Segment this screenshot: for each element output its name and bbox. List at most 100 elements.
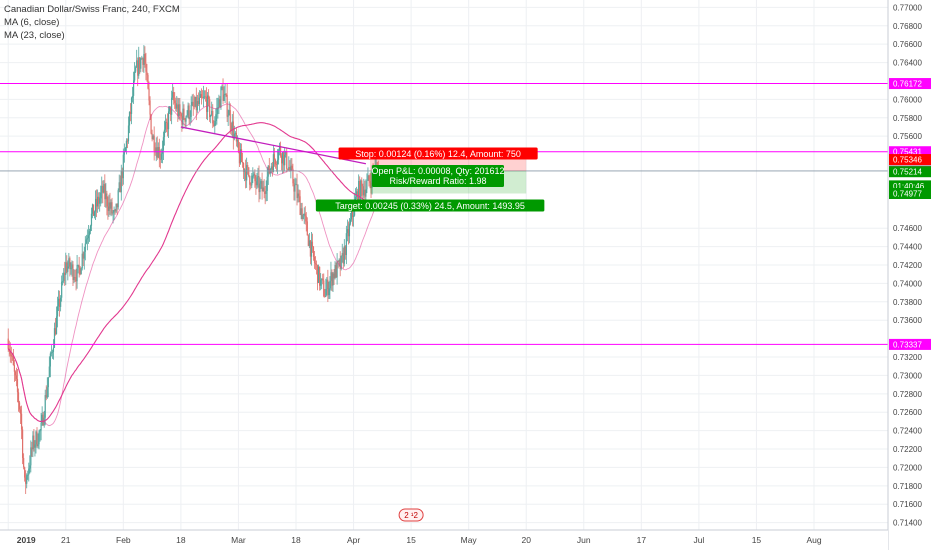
candle-body — [238, 151, 241, 164]
candle-body — [201, 97, 204, 99]
candle-body — [10, 354, 12, 357]
candle — [100, 185, 102, 207]
ma-fast-legend[interactable]: MA (6, close) — [4, 17, 60, 28]
candle — [51, 349, 54, 359]
candle-body — [343, 246, 345, 264]
candle-body — [277, 150, 280, 160]
candle — [289, 160, 291, 172]
candle — [10, 346, 12, 364]
candle-body — [101, 185, 103, 193]
candle — [278, 142, 281, 156]
candle-body — [148, 88, 150, 101]
ma-slow-legend[interactable]: MA (23, close) — [4, 30, 65, 41]
candle-body — [209, 99, 211, 117]
candle-body — [370, 182, 372, 189]
price-tag-label: 01:40:46 — [893, 182, 925, 191]
target-label[interactable]: Target: 0.00245 (0.33%) 24.5, Amount: 14… — [315, 199, 545, 212]
candle — [196, 94, 198, 113]
candle-body — [309, 240, 311, 257]
candle — [369, 173, 371, 189]
candle-body — [145, 63, 147, 72]
candle-body — [286, 151, 288, 169]
candle-body — [45, 395, 47, 398]
time-tick-label: Feb — [116, 535, 131, 545]
candle — [252, 167, 254, 184]
candle — [70, 262, 72, 275]
candle-body — [197, 100, 199, 105]
candle-body — [217, 107, 219, 108]
time-tick-label: 15 — [752, 535, 762, 545]
candle-body — [247, 165, 249, 168]
candle-body — [74, 277, 76, 278]
candle — [299, 190, 301, 216]
candle — [163, 120, 166, 146]
candle-body — [232, 121, 234, 139]
candle-body — [271, 166, 273, 172]
candle-body — [92, 204, 95, 216]
candle — [44, 389, 46, 426]
price-axis[interactable]: 0.77000 0.76800 0.76600 0.76400 0.76000 0.758… — [887, 0, 932, 550]
candle-body — [312, 246, 315, 257]
candle — [129, 103, 132, 122]
candle-body — [133, 80, 135, 96]
candle — [312, 246, 315, 261]
candle — [65, 252, 67, 286]
candle-body — [106, 193, 108, 207]
candle — [176, 95, 178, 112]
candle-body — [319, 266, 321, 286]
time-axis[interactable]: 2019 21 Feb 18 Mar 18 Apr 15 May 20 Jun 17 Jul 15 Aug — [0, 529, 888, 550]
candle-body — [76, 265, 78, 282]
candle-body — [241, 161, 244, 163]
candle — [297, 184, 299, 203]
risk-reward-text: Risk/Reward Ratio: 1.98 — [389, 176, 486, 186]
candle-body — [215, 114, 217, 121]
candle-body — [196, 100, 198, 111]
candle-body — [146, 71, 148, 76]
candle-body — [175, 103, 177, 109]
candle-body — [186, 115, 188, 117]
candle — [205, 87, 208, 120]
time-axis-bg — [0, 530, 888, 550]
stop-label[interactable]: Stop: 0.00124 (0.16%) 12.4, Amount: 750 — [338, 147, 538, 160]
candle-body — [204, 96, 207, 98]
candle — [298, 189, 300, 203]
candle-body — [134, 71, 136, 81]
candle — [131, 86, 134, 103]
candle-body — [318, 266, 320, 283]
candle — [63, 268, 65, 284]
time-tick-label: 18 — [176, 535, 186, 545]
symbol-title[interactable]: Canadian Dollar/Swiss Franc, 240, FXCM — [4, 4, 180, 15]
candle-body — [121, 171, 123, 179]
candle-body — [165, 122, 168, 123]
candle — [144, 46, 146, 68]
candle — [222, 78, 224, 105]
candle-body — [77, 264, 79, 266]
candle — [109, 192, 111, 215]
candle — [47, 377, 49, 398]
candle — [138, 46, 140, 79]
candle-body — [294, 185, 296, 192]
candle-body — [210, 115, 212, 117]
candle-body — [33, 435, 35, 448]
candle-body — [330, 272, 332, 281]
candle — [77, 264, 79, 274]
candle-body — [259, 183, 261, 193]
candle-body — [174, 100, 176, 104]
candle-body — [187, 105, 189, 116]
candle — [327, 269, 329, 303]
candle-body — [224, 93, 226, 95]
event-icon[interactable]: 2 ¹2 — [398, 508, 424, 522]
candle-body — [245, 169, 247, 181]
candle-body — [17, 392, 20, 403]
price-axis-bg — [888, 0, 932, 550]
candle — [55, 306, 58, 335]
candle — [137, 57, 139, 87]
candle-body — [326, 279, 328, 290]
candle-body — [290, 165, 292, 171]
candle — [307, 234, 309, 247]
candle-body — [66, 262, 68, 272]
price-tick-label: 0.71600 — [893, 500, 922, 509]
candle — [334, 261, 336, 280]
